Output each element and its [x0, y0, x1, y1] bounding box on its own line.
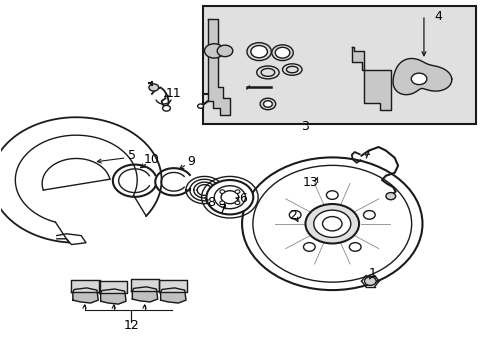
Circle shape	[305, 204, 358, 243]
Circle shape	[220, 201, 224, 204]
Circle shape	[162, 105, 170, 111]
Circle shape	[313, 210, 350, 237]
Text: 13: 13	[302, 176, 318, 189]
Circle shape	[271, 45, 293, 60]
Circle shape	[197, 104, 203, 108]
Circle shape	[263, 101, 272, 107]
Polygon shape	[160, 288, 185, 303]
Polygon shape	[132, 287, 158, 302]
Circle shape	[289, 211, 301, 219]
Polygon shape	[131, 279, 159, 291]
Circle shape	[206, 180, 253, 215]
Text: 4: 4	[434, 10, 442, 23]
Polygon shape	[207, 19, 229, 116]
Text: 11: 11	[165, 87, 182, 100]
Text: 5: 5	[128, 149, 136, 162]
Circle shape	[149, 84, 158, 91]
Circle shape	[385, 193, 395, 200]
Circle shape	[235, 190, 240, 193]
Text: 3: 3	[301, 121, 309, 134]
Circle shape	[221, 191, 238, 204]
Text: 10: 10	[143, 153, 160, 166]
Text: 9: 9	[186, 155, 194, 168]
Circle shape	[364, 277, 375, 285]
Polygon shape	[392, 59, 451, 95]
Circle shape	[204, 44, 224, 58]
Text: 2: 2	[289, 209, 297, 222]
Circle shape	[348, 243, 360, 251]
Circle shape	[242, 157, 422, 290]
Circle shape	[250, 45, 267, 58]
Circle shape	[363, 211, 374, 219]
Polygon shape	[73, 288, 98, 303]
Text: 12: 12	[123, 319, 139, 332]
Circle shape	[275, 47, 289, 58]
Polygon shape	[71, 280, 100, 292]
Polygon shape	[99, 281, 127, 293]
Polygon shape	[159, 280, 187, 292]
Circle shape	[220, 190, 224, 193]
Circle shape	[410, 73, 426, 85]
Text: 8: 8	[207, 196, 215, 209]
Circle shape	[260, 98, 275, 110]
Text: 6: 6	[239, 192, 247, 205]
Circle shape	[303, 243, 315, 251]
Circle shape	[217, 45, 232, 57]
Circle shape	[322, 217, 341, 231]
Circle shape	[235, 201, 240, 204]
Circle shape	[214, 186, 245, 209]
Circle shape	[326, 191, 337, 199]
Circle shape	[246, 42, 271, 60]
Polygon shape	[101, 289, 126, 304]
Text: 1: 1	[367, 267, 375, 280]
Text: 7: 7	[219, 203, 226, 216]
Polygon shape	[351, 47, 390, 110]
Bar	[203, 6, 475, 125]
